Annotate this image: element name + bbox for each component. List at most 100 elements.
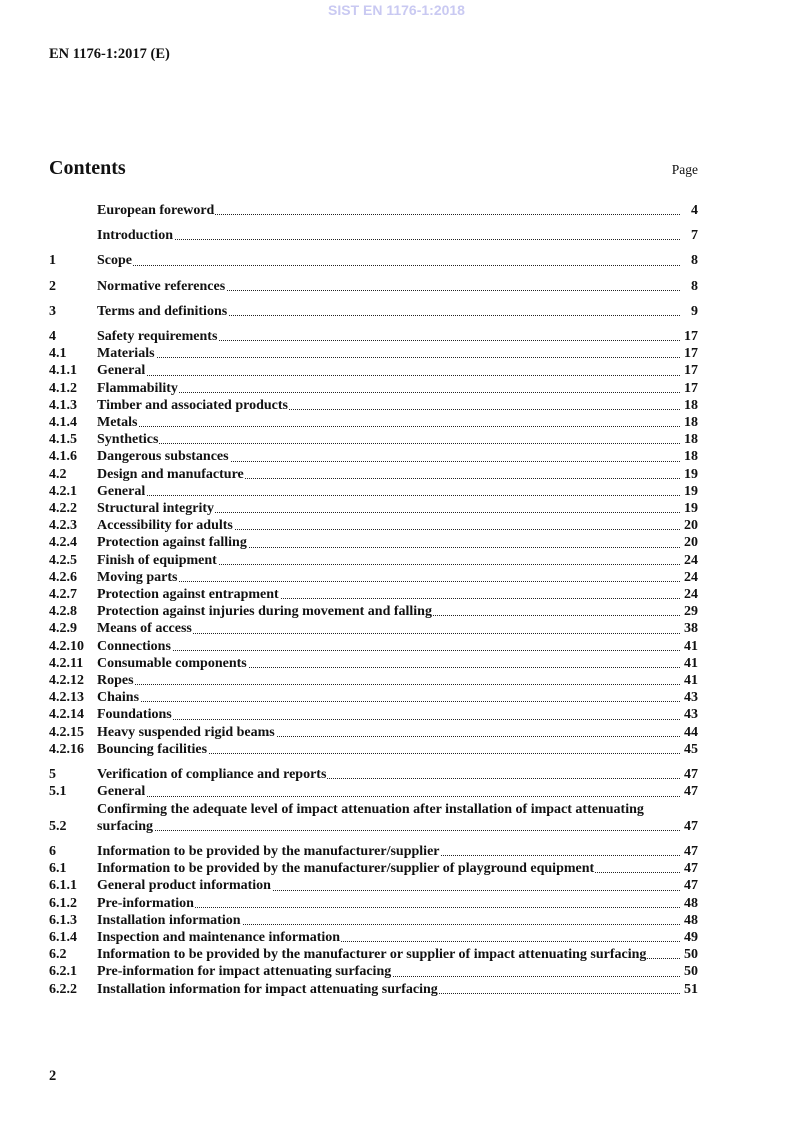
section-title: Information to be provided by the manufa…: [97, 861, 596, 877]
section-page: 20: [684, 518, 698, 534]
section-title: Consumable components: [97, 655, 248, 671]
toc-entry[interactable]: 4.2.7 Protection against entrapment 24: [49, 586, 698, 603]
toc-entry[interactable]: 4.2.13 Chains 43: [49, 689, 698, 706]
section-page: 4: [691, 203, 698, 218]
section-page: 17: [684, 380, 698, 396]
toc-entry[interactable]: Introduction 7: [49, 227, 698, 244]
toc-entry[interactable]: 4.2.9 Means of access 38: [49, 620, 698, 637]
section-title: Flammability: [97, 380, 179, 396]
section-title-leader: Flammability: [97, 380, 680, 397]
section-title-leader: Finish of equipment: [97, 552, 680, 569]
toc-entry[interactable]: 6.1.2 Pre-information 48: [49, 895, 698, 912]
section-page: 47: [684, 784, 698, 800]
section-number: 4.2.1: [49, 483, 77, 499]
section-title: Timber and associated products: [97, 397, 289, 413]
section-title-leader: Terms and definitions: [97, 303, 680, 320]
section-title-leader: Consumable components: [97, 655, 680, 672]
section-title-leader: Information to be provided by the manufa…: [97, 946, 680, 963]
toc-entry[interactable]: 1 Scope 8: [49, 252, 698, 269]
toc-entry[interactable]: 6.2.2 Installation information for impact…: [49, 981, 698, 998]
table-of-contents: European foreword 4 Introduction 7 1 Scope 8 2 N…: [49, 202, 698, 1006]
toc-group: 6 Information to be provided by the manuf…: [49, 843, 698, 998]
toc-entry[interactable]: 4.2.14 Foundations 43: [49, 706, 698, 723]
section-number: 4.1: [49, 346, 67, 362]
toc-entry[interactable]: 4.2.1 General 19: [49, 483, 698, 500]
toc-entry[interactable]: 4 Safety requirements 17: [49, 328, 698, 345]
toc-entry[interactable]: 4.2 Design and manufacture 19: [49, 466, 698, 483]
section-title-leader: Design and manufacture: [97, 466, 680, 483]
toc-entry[interactable]: 4.2.16 Bouncing facilities 45: [49, 741, 698, 758]
toc-group: 1 Scope 8: [49, 252, 698, 269]
section-page: 29: [684, 604, 698, 620]
toc-entry[interactable]: 4.2.10 Connections 41: [49, 638, 698, 655]
toc-entry[interactable]: 6.1 Information to be provided by the man…: [49, 860, 698, 877]
toc-entry[interactable]: 6.1.1 General product information 47: [49, 877, 698, 894]
toc-entry[interactable]: 4.2.2 Structural integrity 19: [49, 500, 698, 517]
toc-entry[interactable]: 4.2.6 Moving parts 24: [49, 569, 698, 586]
toc-entry[interactable]: 5.1 General 47: [49, 783, 698, 800]
section-title-leader: Metals: [97, 414, 680, 431]
section-page: 19: [684, 483, 698, 499]
toc-entry[interactable]: 6 Information to be provided by the manuf…: [49, 843, 698, 860]
toc-entry[interactable]: 6.2 Information to be provided by the man…: [49, 946, 698, 963]
section-page: 8: [691, 278, 698, 294]
section-title: Inspection and maintenance information: [97, 929, 342, 945]
section-title-leader: Bouncing facilities: [97, 741, 680, 758]
section-title: Bouncing facilities: [97, 741, 209, 757]
section-page: 24: [684, 569, 698, 585]
section-title: Verification of compliance and reports: [97, 767, 328, 783]
toc-group: 2 Normative references 8: [49, 278, 698, 295]
section-title-leader: Materials: [97, 345, 680, 362]
section-title-leader: Means of access: [97, 620, 680, 637]
section-number: 4.2.8: [49, 604, 77, 620]
toc-entry[interactable]: 5 Verification of compliance and reports 4…: [49, 766, 698, 783]
section-number: 4.2.3: [49, 518, 77, 534]
page-column-label: Page: [671, 162, 698, 177]
toc-entry[interactable]: 4.2.8 Protection against injuries during …: [49, 603, 698, 620]
toc-entry[interactable]: 4.1.2 Flammability 17: [49, 380, 698, 397]
toc-entry[interactable]: 4.1.6 Dangerous substances 18: [49, 448, 698, 465]
section-page: 18: [684, 397, 698, 413]
section-page: 8: [691, 253, 698, 269]
section-title-leader: Connections: [97, 638, 680, 655]
section-page: 18: [684, 415, 698, 431]
toc-entry[interactable]: European foreword 4: [49, 202, 698, 219]
toc-entry[interactable]: 6.1.3 Installation information 48: [49, 912, 698, 929]
section-title-leader: Pre-information: [97, 895, 680, 912]
toc-entry[interactable]: 4.2.4 Protection against falling 20: [49, 534, 698, 551]
toc-entry[interactable]: 4.2.3 Accessibility for adults 20: [49, 517, 698, 534]
toc-entry[interactable]: 4.1 Materials 17: [49, 345, 698, 362]
section-page: 18: [684, 449, 698, 465]
toc-entry[interactable]: 4.1.3 Timber and associated products 18: [49, 397, 698, 414]
section-page: 24: [684, 587, 698, 603]
toc-entry[interactable]: 4.2.15 Heavy suspended rigid beams 44: [49, 724, 698, 741]
toc-group: Introduction 7: [49, 227, 698, 244]
toc-entry[interactable]: 4.1.1 General 17: [49, 362, 698, 379]
section-title-leader: Foundations: [97, 706, 680, 723]
section-page: 44: [684, 724, 698, 740]
section-number: 4.2: [49, 466, 67, 482]
section-number: 4.1.3: [49, 397, 77, 413]
toc-entry[interactable]: 5.2 Confirming the adequate level of impa…: [49, 801, 698, 835]
toc-entry[interactable]: 4.1.5 Synthetics 18: [49, 431, 698, 448]
section-title: Dangerous substances: [97, 449, 230, 465]
section-title-leader: Ropes: [97, 672, 680, 689]
section-number: 2: [49, 278, 56, 294]
section-page: 20: [684, 535, 698, 551]
toc-entry[interactable]: 4.2.5 Finish of equipment 24: [49, 552, 698, 569]
toc-entry[interactable]: 6.1.4 Inspection and maintenance informat…: [49, 929, 698, 946]
section-title: General: [97, 483, 147, 499]
toc-entry[interactable]: 4.1.4 Metals 18: [49, 414, 698, 431]
section-title: Ropes: [97, 673, 135, 689]
toc-entry[interactable]: 3 Terms and definitions 9: [49, 303, 698, 320]
section-title: Protection against falling: [97, 535, 248, 551]
section-title-leader: Installation information for impact atte…: [97, 981, 680, 998]
toc-entry[interactable]: 4.2.11 Consumable components 41: [49, 655, 698, 672]
section-number: 6.1.2: [49, 895, 77, 911]
section-number: 6.1.4: [49, 929, 77, 945]
section-number: 4.2.5: [49, 552, 77, 568]
toc-entry[interactable]: 4.2.12 Ropes 41: [49, 672, 698, 689]
toc-entry[interactable]: 2 Normative references 8: [49, 278, 698, 295]
section-title-leader: Moving parts: [97, 569, 680, 586]
toc-entry[interactable]: 6.2.1 Pre-information for impact attenuat…: [49, 963, 698, 980]
